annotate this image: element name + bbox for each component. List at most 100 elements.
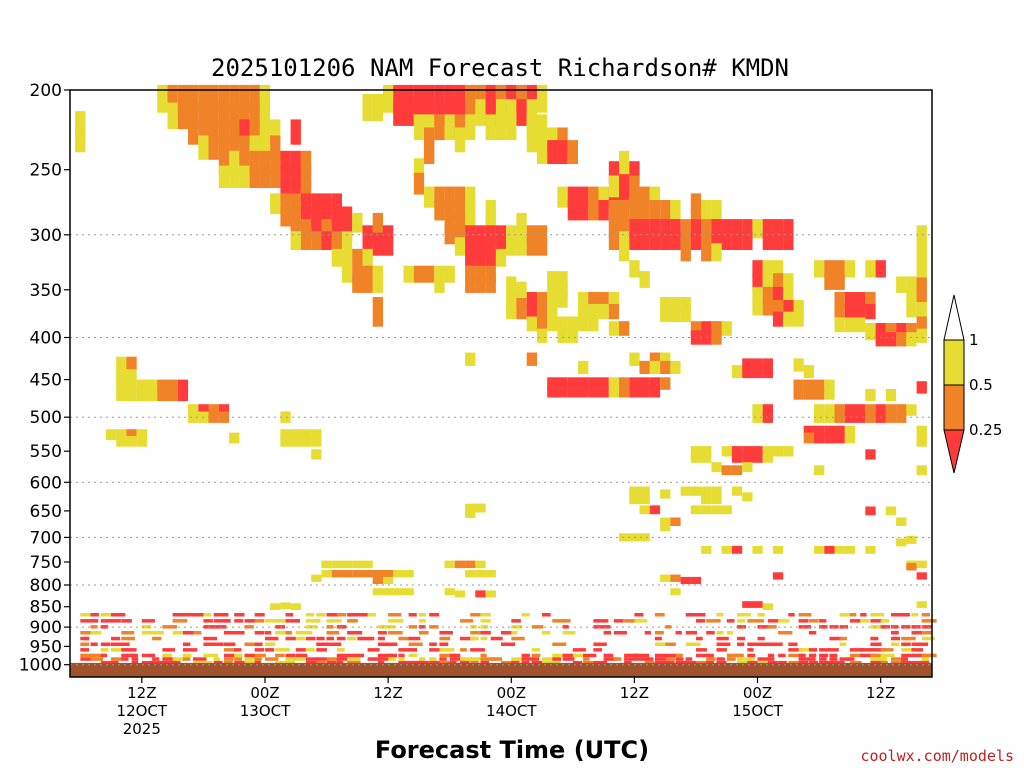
heatmap-cell [259,84,271,113]
heatmap-cell [762,446,773,457]
boundary-layer-cell [747,660,763,665]
boundary-layer-cell [726,653,740,658]
heatmap-cell [383,84,394,113]
boundary-layer-cell [100,642,111,646]
heatmap-cell [516,237,527,256]
heatmap-cell [803,432,814,444]
ground-band [70,662,932,677]
boundary-layer-cell [316,636,325,641]
boundary-layer-cell [90,653,105,658]
heatmap-cell [639,231,650,250]
heatmap-cell [362,93,373,121]
heatmap-cell [619,377,630,390]
y-tick-label: 200 [30,81,62,101]
boundary-layer-cell [460,660,470,665]
boundary-layer-cell [223,648,235,652]
heatmap-cell [454,225,466,245]
boundary-layer-cell [716,660,727,665]
heatmap-cell [578,385,589,398]
heatmap-cell [588,200,599,221]
chart-title: 2025101206 NAM Forecast Richardson# KMDN [211,54,789,82]
boundary-layer-cell [306,619,321,623]
heatmap-cell [608,231,620,250]
boundary-layer-cell [398,648,411,652]
heatmap-cell [311,449,322,460]
boundary-layer-cell [829,636,843,641]
heatmap-cell [465,248,476,267]
heatmap-cell [413,172,425,195]
heatmap-cell [762,286,773,303]
boundary-layer-cell [511,619,521,623]
boundary-layer-cell [798,660,809,665]
heatmap-cell [711,486,722,496]
heatmap-cell [157,379,168,392]
heatmap-cell [454,114,466,141]
boundary-layer-cell [265,619,280,623]
boundary-layer-cell [572,660,583,665]
heatmap-cell [465,503,476,513]
boundary-layer-cell [265,648,275,652]
boundary-layer-cell [357,613,372,617]
heatmap-cell [711,243,722,262]
heatmap-cell [506,99,517,126]
heatmap-cell [444,265,455,283]
heatmap-cell [444,212,455,233]
boundary-layer-cell [326,619,342,623]
boundary-layer-cell [511,631,518,635]
heatmap-cell [844,432,856,444]
boundary-layer-cell [819,660,831,665]
heatmap-cell [752,601,763,608]
boundary-layer-cell [675,631,682,635]
boundary-layer-cell [603,631,611,635]
heatmap-cell [362,560,373,569]
boundary-layer-cell [788,648,804,652]
heatmap-cell [454,200,466,221]
boundary-layer-cell [808,648,818,652]
heatmap-cell [578,292,589,308]
heatmap-cell [578,303,589,320]
boundary-layer-cell [398,657,405,661]
boundary-layer-cell [829,625,839,629]
heatmap-cell [752,452,763,463]
heatmap-cell [824,432,835,444]
boundary-layer-cell [593,642,607,646]
boundary-layer-cell [306,657,320,661]
heatmap-cell [619,321,630,336]
heatmap-cell [701,495,712,505]
heatmap-cell [249,84,260,113]
boundary-layer-cell [470,636,479,641]
boundary-layer-cell [829,653,838,658]
boundary-layer-cell [490,657,502,661]
heatmap-cell [116,369,127,382]
heatmap-cell [619,231,630,250]
heatmap-cell [793,358,804,372]
heatmap-cell [280,165,291,188]
heatmap-cell [311,193,322,215]
heatmap-cell [495,248,507,267]
boundary-layer-cell [285,653,296,658]
heatmap-cell [229,102,240,130]
heatmap-cell [270,193,281,215]
boundary-layer-cell [521,660,530,665]
heatmap-cell [465,200,476,221]
heatmap-cell [157,389,168,402]
boundary-layer-cell [778,631,793,635]
boundary-layer-cell [460,648,467,652]
boundary-layer-cell [849,648,865,652]
boundary-layer-cell [542,657,556,661]
heatmap-cell [855,303,866,320]
boundary-layer-cell [829,657,838,661]
heatmap-cell [526,114,537,141]
heatmap-cell [660,360,671,374]
boundary-layer-cell [80,653,96,658]
heatmap-cell [331,193,342,215]
boundary-layer-cell [778,653,786,658]
heatmap-cell [362,276,373,293]
heatmap-cell [649,385,661,398]
boundary-layer-cell [870,619,884,623]
heatmap-cell [290,179,301,202]
boundary-layer-cell [429,613,440,617]
heatmap-cell [844,303,856,320]
boundary-layer-cell [757,636,765,641]
boundary-layer-cell [418,619,426,623]
